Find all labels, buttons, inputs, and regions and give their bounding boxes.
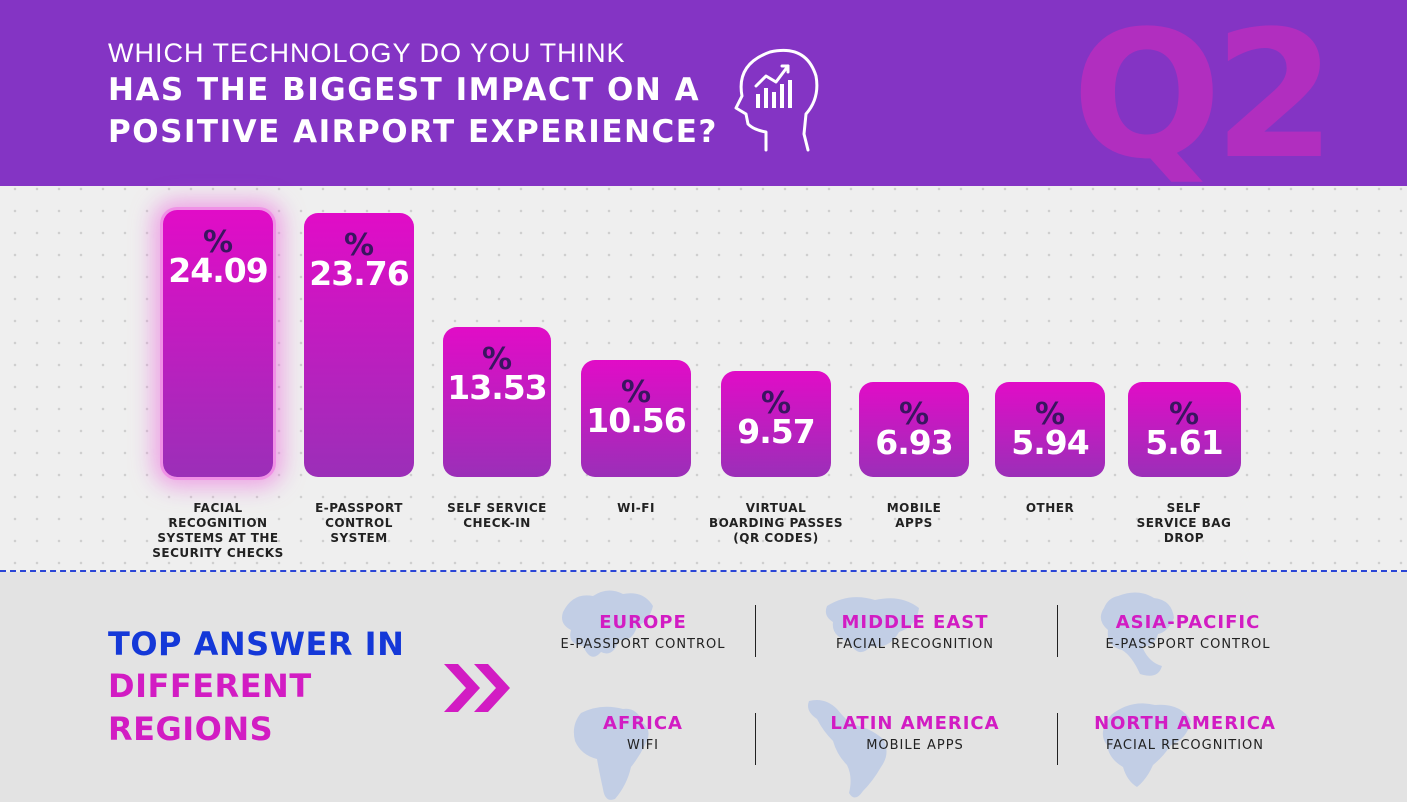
question-line-2: HAS THE BIGGEST IMPACT ON A	[108, 72, 701, 108]
region-africa: AFRICA WIFI	[523, 673, 763, 800]
region-separator	[1057, 605, 1058, 657]
percent-sign: %	[620, 374, 652, 410]
middle-east-map-icon	[825, 597, 919, 653]
asia-pacific-map-icon	[1100, 592, 1174, 676]
region-asia-pacific: ASIA-PACIFIC E-PASSPORT CONTROL	[1068, 572, 1308, 676]
bar: % 6.93	[859, 382, 969, 477]
region-answer: FACIAL RECOGNITION	[1105, 738, 1265, 753]
africa-map-icon	[573, 706, 649, 800]
region-name: AFRICA	[603, 713, 683, 734]
north-america-map-icon	[1102, 703, 1191, 787]
region-name: NORTH AMERICA	[1094, 713, 1276, 734]
region-separator	[755, 713, 756, 765]
bar: % 23.76	[304, 213, 414, 477]
region-name: EUROPE	[599, 612, 687, 633]
bar-value-label: 13.53	[447, 367, 547, 407]
category-label: SELF SERVICE BAG DROP	[1109, 501, 1259, 546]
regions-title-line-1: TOP ANSWER IN	[108, 625, 405, 663]
head-with-chart-icon	[734, 48, 819, 152]
category-label: OTHER	[975, 501, 1125, 516]
category-label-line: WI-FI	[617, 501, 655, 515]
percent-sign: %	[202, 224, 234, 260]
category-label-line: SECURITY CHECKS	[152, 546, 284, 560]
region-middle-east: MIDDLE EAST FACIAL RECOGNITION	[795, 572, 1035, 653]
region-answer: E-PASSPORT CONTROL	[560, 637, 726, 652]
question-line-1: WHICH TECHNOLOGY DO YOU THINK	[108, 38, 626, 68]
bar: % 10.56	[581, 359, 691, 477]
header-banner: WHICH TECHNOLOGY DO YOU THINK HAS THE BI…	[0, 0, 1407, 186]
percent-sign: %	[898, 397, 930, 432]
category-label-line: CHECK-IN	[463, 516, 531, 530]
region-answer: E-PASSPORT CONTROL	[1105, 637, 1271, 652]
category-label-line: APPS	[895, 516, 933, 530]
regions-title-line-3: REGIONS	[108, 710, 274, 748]
region-answer: MOBILE APPS	[866, 738, 964, 753]
region-answer: FACIAL RECOGNITION	[835, 637, 995, 652]
percent-sign: %	[481, 341, 513, 377]
category-label-line: (QR CODES)	[733, 531, 819, 545]
region-europe: EUROPE E-PASSPORT CONTROL	[523, 572, 763, 657]
region-separator	[755, 605, 756, 657]
percent-sign: %	[760, 385, 792, 421]
category-label: SELF SERVICE CHECK-IN	[422, 501, 572, 531]
category-label-line: BOARDING PASSES	[708, 516, 844, 530]
bar-value-label: 10.56	[586, 400, 686, 440]
category-label-line: SYSTEM	[330, 531, 388, 545]
category-label: E-PASSPORT CONTROL SYSTEM	[284, 501, 434, 546]
latin-america-map-icon	[808, 700, 887, 798]
region-name: MIDDLE EAST	[841, 612, 989, 633]
region-name: ASIA-PACIFIC	[1115, 612, 1261, 633]
percent-sign: %	[1168, 397, 1200, 432]
percent-sign: %	[343, 228, 375, 264]
bar-value-label: 6.93	[875, 423, 953, 462]
category-label-line: DROP	[1163, 531, 1205, 545]
bar-value-label: 23.76	[309, 254, 409, 294]
question-line-3: POSITIVE AIRPORT EXPERIENCE?	[108, 114, 718, 150]
bar: % 5.61	[1127, 382, 1241, 477]
regions-title-line-2: DIFFERENT	[108, 667, 312, 705]
bar: % 13.53	[443, 326, 551, 477]
bar-value-label: 5.61	[1145, 423, 1223, 462]
category-label-line: CONTROL	[325, 516, 393, 530]
double-chevron-right-icon	[444, 664, 510, 712]
bar-value-label: 24.09	[168, 250, 268, 290]
category-label-line: RECOGNITION	[168, 516, 268, 530]
percent-sign: %	[1034, 397, 1066, 432]
bars-container: % 24.09 FACIAL RECOGNITION SYSTEMS AT THE SEC…	[0, 186, 1407, 570]
category-label-line: OTHER	[1025, 501, 1075, 515]
category-label: VIRTUAL BOARDING PASSES (QR CODES)	[701, 501, 851, 546]
region-latin-america: LATIN AMERICA MOBILE APPS	[795, 673, 1035, 798]
europe-map-icon	[562, 590, 653, 657]
region-answer: WIFI	[627, 738, 659, 753]
category-label: WI-FI	[561, 501, 711, 516]
region-name: LATIN AMERICA	[830, 713, 1000, 734]
bar: % 24.09	[163, 209, 273, 477]
category-label-line: MOBILE	[886, 501, 942, 515]
bar: % 5.94	[995, 382, 1105, 477]
bar-value-label: 9.57	[737, 411, 815, 451]
bar-chart: % 24.09 FACIAL RECOGNITION SYSTEMS AT THE SEC…	[0, 186, 1407, 570]
region-separator	[1057, 713, 1058, 765]
category-label-line: E-PASSPORT	[315, 501, 403, 515]
bar-value-label: 5.94	[1011, 423, 1089, 462]
category-label-line: SELF SERVICE	[447, 501, 547, 515]
question-number-badge: Q2	[1072, 0, 1336, 186]
bar: % 9.57	[721, 370, 831, 477]
category-label: MOBILE APPS	[839, 501, 989, 531]
category-label-line: SELF	[1166, 501, 1202, 515]
dashed-divider	[0, 570, 1407, 572]
region-north-america: NORTH AMERICA FACIAL RECOGNITION	[1065, 673, 1305, 787]
category-label: FACIAL RECOGNITION SYSTEMS AT THE SECURITY …	[143, 501, 293, 561]
category-label-line: SYSTEMS AT THE	[157, 531, 279, 545]
regions-section: TOP ANSWER IN DIFFERENT REGIONS EUROPE E…	[0, 572, 1407, 802]
category-label-line: FACIAL	[193, 501, 243, 515]
category-label-line: SERVICE BAG	[1136, 516, 1232, 530]
category-label-line: VIRTUAL	[745, 501, 807, 515]
